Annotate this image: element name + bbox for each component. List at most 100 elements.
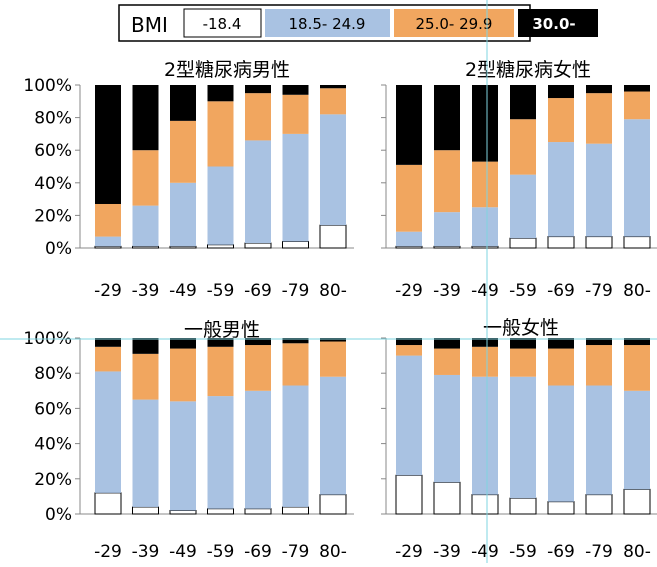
x-tick-label: -69 <box>547 542 575 562</box>
x-tick-label: -39 <box>132 281 160 301</box>
legend-swatch-over <box>394 9 514 37</box>
bar-segment <box>585 494 613 515</box>
x-tick-label: -49 <box>471 542 499 562</box>
x-tick-label: 80- <box>319 542 347 562</box>
bar-segment <box>472 207 498 247</box>
bar-segment <box>132 245 159 249</box>
chart-panel-4: -29 -39 -49 -59 -69 -79 80- 一般女性 <box>381 317 657 562</box>
chart-panel-3: 0%20%40%60%80%100%-29 -39 -49 -59 -69 -79 80-一… <box>23 319 354 562</box>
bar-segment <box>282 94 309 134</box>
bar-segment <box>472 376 498 495</box>
bar-segment <box>170 401 196 511</box>
x-tick-label: -29 <box>94 542 122 562</box>
x-tick-label: -79 <box>585 281 613 301</box>
bar-segment <box>396 231 422 247</box>
chart-panel-1: 0% 20% 40% 60% 80% 100% -29 -39 -49 -59 -69 -79 80- 2… <box>23 59 354 301</box>
bar-segment <box>132 205 159 247</box>
bar-segment <box>434 374 460 483</box>
bar-segment <box>510 119 536 175</box>
legend-title: BMI <box>131 13 168 37</box>
x-tick-label: -49 <box>471 281 499 301</box>
bar-segment <box>396 85 422 165</box>
bar-segment <box>471 245 499 249</box>
bar-segment <box>320 114 346 226</box>
bar-segment <box>132 399 159 507</box>
bar-segment <box>95 371 121 493</box>
bar-segment <box>547 236 575 249</box>
bar-segment <box>472 161 498 208</box>
legend-swatch-under <box>183 8 262 38</box>
bar-segment <box>94 245 122 249</box>
bar-segment <box>472 85 498 162</box>
bar-segment <box>396 345 422 356</box>
y-tick-label: 20% <box>34 206 72 226</box>
bar-segment <box>434 85 460 151</box>
bar-segment <box>471 494 499 515</box>
bar-segment <box>95 346 121 372</box>
x-tick-label: -59 <box>207 542 235 562</box>
x-tick-label: -59 <box>509 542 537 562</box>
bar-segment <box>207 338 234 347</box>
bar-segment <box>548 98 574 143</box>
x-tick-label: -49 <box>169 281 197 301</box>
bar-segment <box>282 240 309 249</box>
bar-segment <box>434 150 460 213</box>
bar-segment <box>244 508 272 515</box>
x-tick-label: 80- <box>319 281 347 301</box>
bar-segment <box>95 203 121 237</box>
bar-segment <box>586 93 612 144</box>
bar-segment <box>170 338 196 349</box>
x-tick-label: -69 <box>244 542 272 562</box>
bar-segment <box>624 91 650 120</box>
bar-segment <box>623 236 651 249</box>
bar-segment <box>396 355 422 476</box>
bar-segment <box>132 338 159 354</box>
y-tick-label: 20% <box>34 470 72 490</box>
bar-segment <box>623 488 651 515</box>
legend: BMI -18.4 18.5- 24.9 25.0- 29.9 <box>118 4 531 42</box>
bar-segment <box>396 338 422 346</box>
bar-segment <box>395 245 423 249</box>
x-tick-label: -79 <box>282 281 310 301</box>
bar-segment <box>245 93 271 141</box>
bar-segment <box>320 338 346 342</box>
bar-segment <box>282 506 309 515</box>
y-tick-label: 40% <box>34 174 72 194</box>
legend-label-obese: 30.0- <box>532 15 575 33</box>
bar-segment <box>586 345 612 386</box>
bar-segment <box>509 497 537 515</box>
legend-swatch-normal <box>265 9 390 37</box>
bar-segment <box>245 345 271 391</box>
bar-segment <box>586 385 612 495</box>
bar-segment <box>94 492 122 515</box>
bar-segment <box>509 237 537 249</box>
bar-segment <box>510 174 536 239</box>
x-tick-label: -59 <box>509 281 537 301</box>
chart-panel-2: -29 -39 -49 -59 -69 -79 80- 2型糖尿病女性 <box>381 59 657 301</box>
bar-segment <box>169 245 197 249</box>
x-tick-label: 80- <box>623 281 651 301</box>
x-tick-label: -79 <box>282 542 310 562</box>
bar-segment <box>319 494 347 515</box>
bar-segment <box>320 85 346 89</box>
bar-segment <box>245 338 271 346</box>
bar-segment <box>320 376 346 495</box>
bar-segment <box>282 133 309 242</box>
x-tick-label: -39 <box>433 281 461 301</box>
bar-segment <box>282 385 309 507</box>
bar-segment <box>132 150 159 206</box>
bar-segment <box>207 85 234 102</box>
bar-segment <box>433 245 461 249</box>
y-tick-label: 80% <box>34 364 72 384</box>
bar-segment <box>95 338 121 347</box>
bar-segment <box>207 101 234 167</box>
bar-segment <box>548 85 574 99</box>
bar-segment <box>170 182 196 247</box>
bar-segment <box>207 396 234 509</box>
panel-title: 2型糖尿病男性 <box>164 59 290 81</box>
bar-segment <box>244 242 272 249</box>
bar-segment <box>319 224 347 249</box>
bar-segment <box>132 85 159 151</box>
x-tick-label: -69 <box>547 281 575 301</box>
